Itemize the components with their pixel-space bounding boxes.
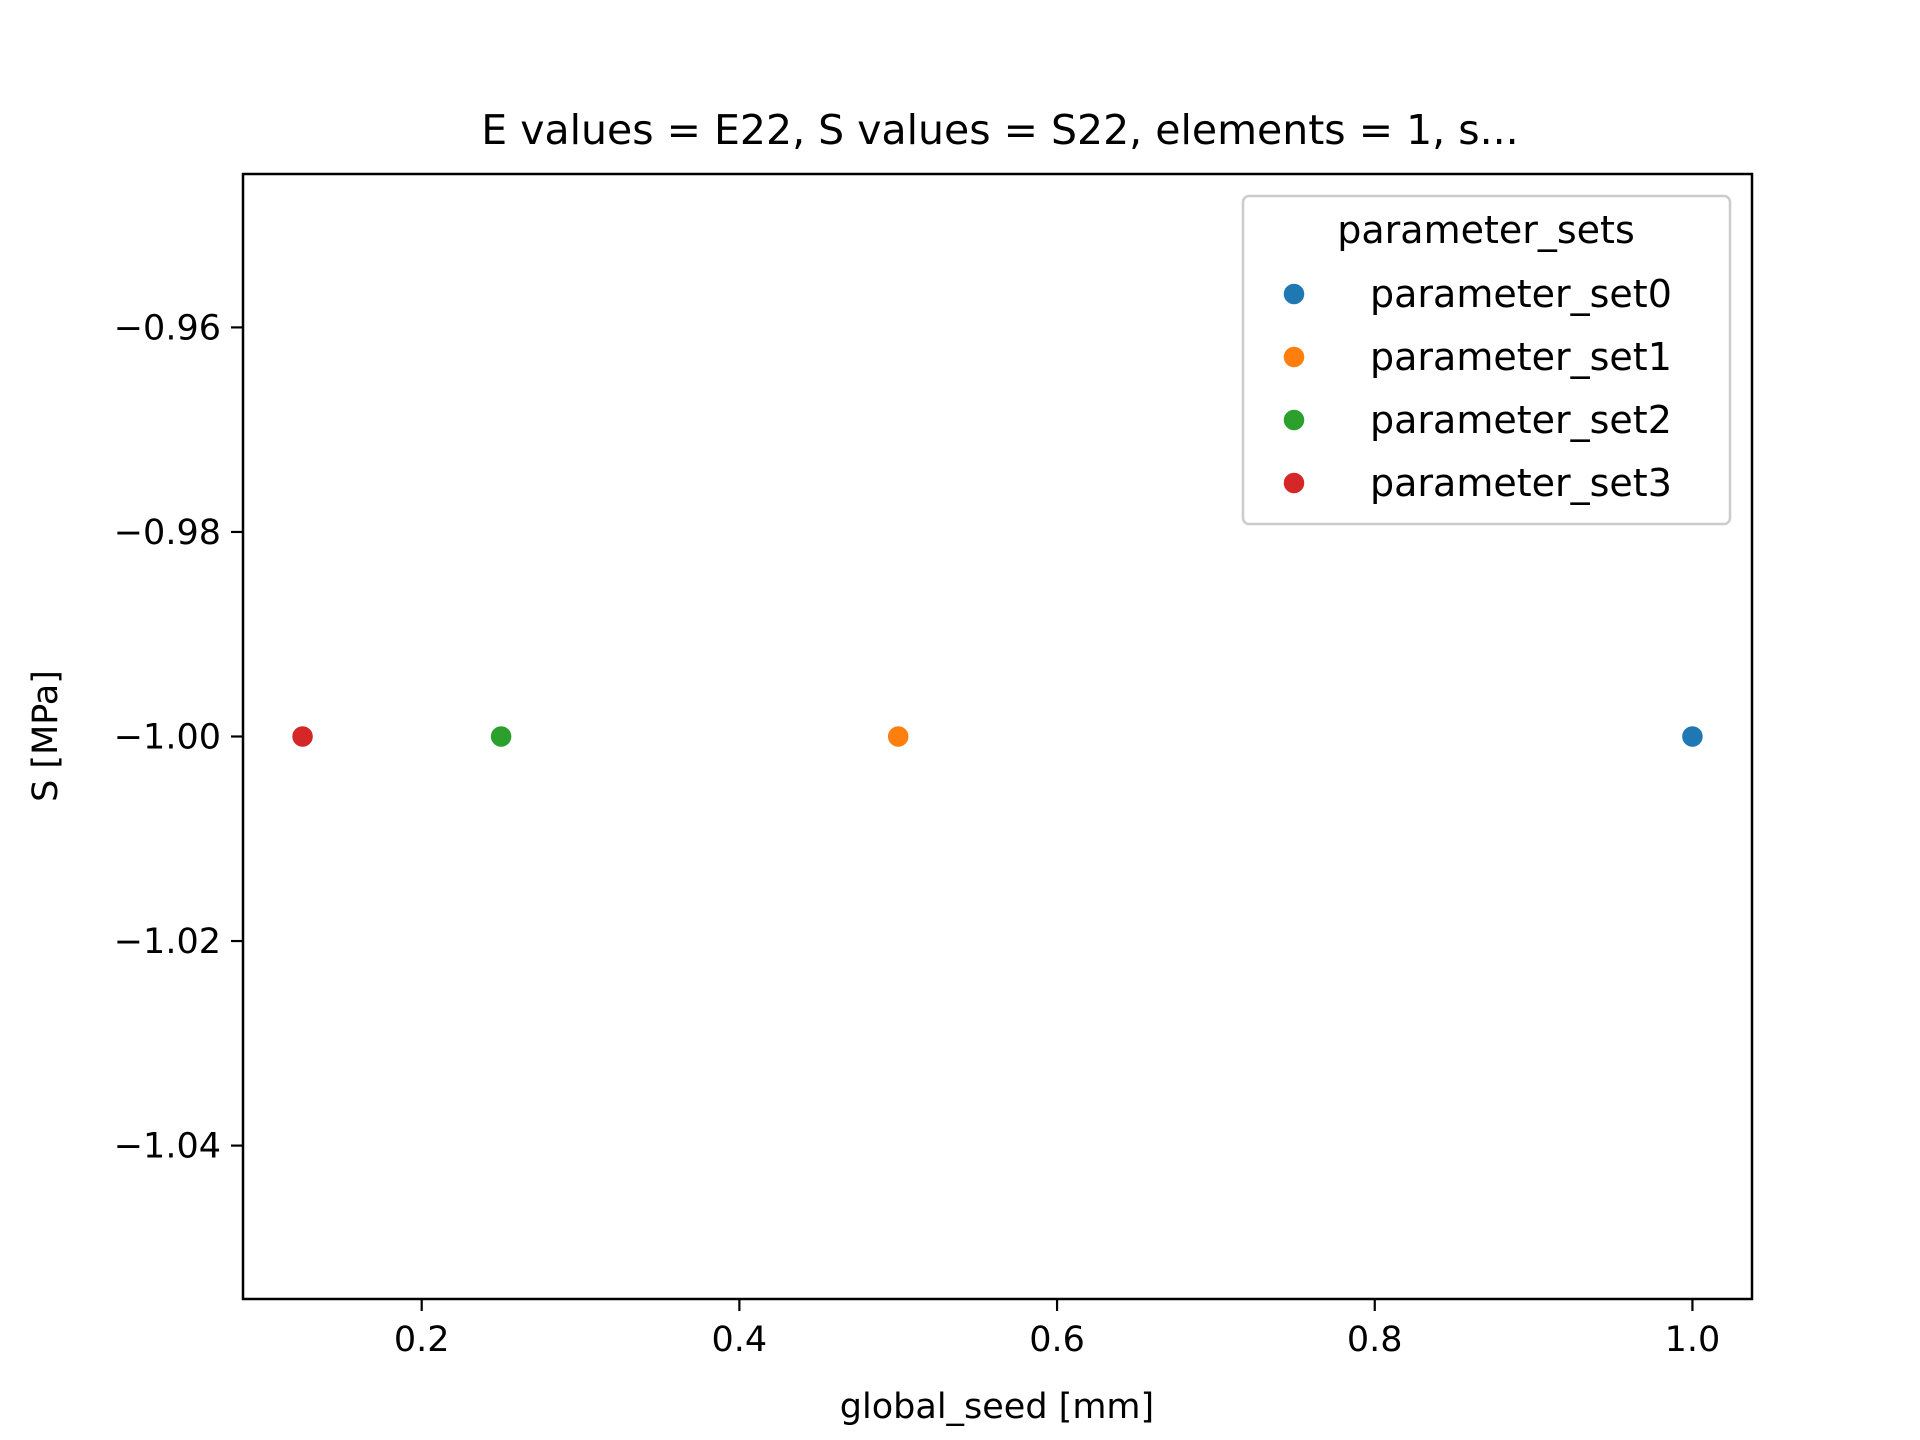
x-tick-label: 0.2: [394, 1320, 450, 1360]
y-axis-ticks: −0.96 −0.98 −1.00 −1.02 −1.04: [114, 308, 243, 1167]
legend-label: parameter_set0: [1370, 272, 1672, 316]
legend-label: parameter_set2: [1370, 398, 1672, 442]
data-point-parameter-set1: [886, 724, 910, 749]
legend-marker: [1282, 282, 1306, 306]
legend-label: parameter_set3: [1370, 461, 1672, 505]
data-points: [290, 724, 1705, 749]
legend-marker: [1282, 345, 1306, 369]
legend-entries: parameter_set0 parameter_set1 parameter_se…: [1282, 272, 1672, 505]
y-axis-label: S [MPa]: [26, 670, 66, 802]
y-tick-label: −1.04: [114, 1127, 221, 1167]
x-tick-label: 1.0: [1665, 1320, 1721, 1360]
plot-frame: [241, 172, 1754, 1301]
y-tick-label: −1.00: [114, 718, 221, 758]
y-tick-label: −0.96: [114, 308, 221, 348]
data-point-parameter-set2: [489, 724, 513, 749]
legend: parameter_sets parameter_set0parameter_s…: [1241, 194, 1732, 526]
legend-label: parameter_set1: [1370, 335, 1672, 379]
legend-marker: [1282, 471, 1306, 495]
legend-marker: [1282, 408, 1306, 432]
y-tick-label: −0.98: [114, 513, 221, 553]
legend-title: parameter_sets: [1337, 208, 1635, 252]
data-point-parameter-set0: [1680, 724, 1705, 749]
x-axis-ticks: 0.2 0.4 0.6 0.8 1.0: [394, 1299, 1720, 1360]
x-tick-label: 0.8: [1347, 1320, 1403, 1360]
y-tick-label: −1.02: [114, 922, 221, 962]
legend-box: [1241, 194, 1732, 526]
x-tick-label: 0.6: [1029, 1320, 1085, 1360]
x-tick-label: 0.4: [712, 1320, 768, 1360]
data-point-parameter-set3: [290, 724, 315, 749]
chart-title: E values = E22, S values = S22, elements…: [481, 106, 1518, 154]
x-axis-label: global_seed [mm]: [840, 1387, 1154, 1427]
